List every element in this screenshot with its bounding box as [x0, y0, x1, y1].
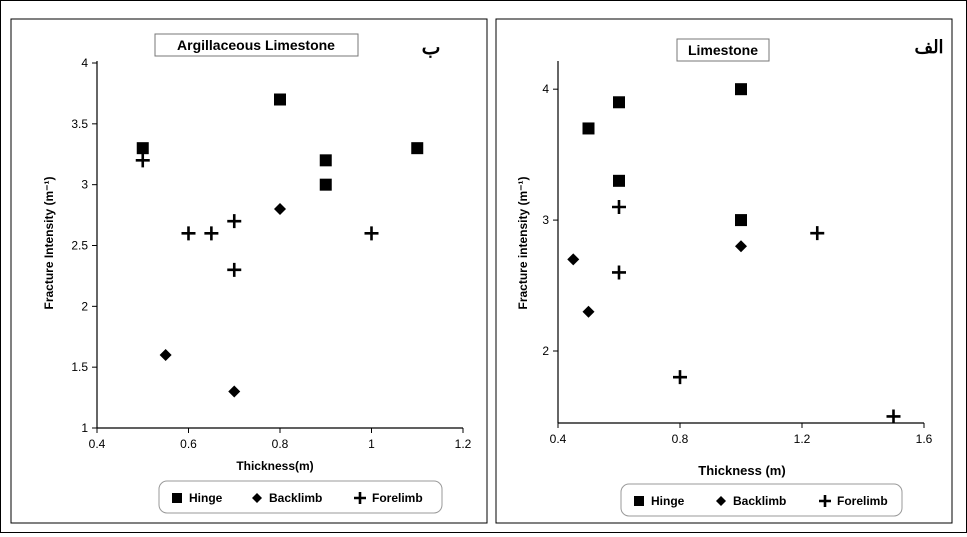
legend-box [620, 483, 903, 517]
y-tick-label: 3.5 [71, 117, 88, 131]
hinge-point [136, 142, 149, 155]
hinge-point [613, 96, 625, 109]
legend-marker-forelimb [819, 495, 831, 507]
legend-label-hinge: Hinge [189, 491, 223, 505]
panel-letter: الف [914, 37, 943, 57]
legend-label-backlimb: Backlimb [269, 491, 322, 505]
plot-area: 0.4 0.6 0.8 1 1.2 1 1.5 2 2.5 3 3.5 4 [71, 56, 471, 451]
y-axis-label: Fracture intensity (m⁻¹) [516, 176, 530, 309]
forelimb-point [135, 153, 150, 168]
y-tick-label: 2 [542, 344, 549, 358]
plot-area: 0.4 0.8 1.2 1.6 2 3 4 [542, 61, 933, 446]
panel-letter: ب [422, 37, 441, 59]
forelimb-point [204, 226, 219, 241]
y-tick-label: 3 [542, 213, 549, 227]
hinge-point [735, 83, 747, 96]
backlimb-point [228, 385, 241, 398]
backlimb-point [159, 349, 172, 361]
forelimb-point [181, 226, 196, 241]
y-tick-label: 2.5 [71, 239, 88, 253]
legend-marker-backlimb [252, 493, 262, 503]
hinge-point [735, 214, 747, 227]
y-axis-label: Fracture Intensity (m⁻¹) [42, 176, 56, 309]
legend-label-forelimb: Forelimb [837, 494, 888, 508]
x-tick-label: 0.8 [672, 432, 689, 446]
legend-marker-forelimb [354, 492, 366, 504]
chart-title: Argillaceous Limestone [177, 37, 335, 53]
legend-box [158, 480, 443, 514]
forelimb-point [364, 226, 379, 241]
legend: Hinge Backlimb Forelimb [172, 491, 423, 505]
legend-marker-backlimb [716, 496, 726, 506]
legend-label-backlimb: Backlimb [733, 494, 786, 508]
y-tick-label: 4 [81, 56, 88, 70]
x-tick-label: 0.8 [272, 437, 289, 451]
y-tick-label: 3 [81, 178, 88, 192]
legend-marker-hinge [172, 493, 182, 503]
forelimb-point [886, 409, 901, 424]
panel-argillaceous-limestone: Argillaceous Limestone ب 0.4 0.6 0.8 1 1.2 1 1… [10, 18, 488, 524]
hinge-point [319, 154, 332, 167]
backlimb-point [274, 203, 286, 215]
x-tick-label: 0.4 [550, 432, 567, 446]
y-tick-label: 2 [81, 299, 88, 313]
y-tick-label: 4 [542, 82, 549, 96]
chart-title-box [676, 38, 770, 62]
hinge-point [274, 93, 286, 106]
x-tick-label: 1.6 [916, 432, 933, 446]
forelimb-point [612, 200, 626, 214]
panel-limestone: Limestone الف 0.4 0.8 1.2 1.6 2 3 4 Thickness … [495, 18, 953, 524]
backlimb-point [567, 253, 580, 266]
hinge-point [411, 142, 424, 155]
panel-border [10, 18, 488, 524]
forelimb-point [612, 265, 626, 280]
x-tick-label: 1.2 [794, 432, 811, 446]
backlimb-point [735, 240, 747, 253]
chart-title-box [154, 33, 359, 57]
y-tick-label: 1.5 [71, 360, 88, 374]
x-tick-label: 1 [368, 437, 375, 451]
panel-border [495, 18, 953, 524]
forelimb-point [227, 262, 242, 277]
x-tick-label: 0.4 [89, 437, 106, 451]
forelimb-point [810, 226, 825, 241]
legend-label-hinge: Hinge [651, 494, 685, 508]
forelimb-point [673, 370, 687, 385]
legend-marker-hinge [634, 496, 644, 506]
hinge-point [319, 178, 332, 191]
backlimb-point [582, 305, 595, 318]
x-axis-label: Thickness (m) [698, 463, 785, 478]
legend-label-forelimb: Forelimb [372, 491, 423, 505]
hinge-point [582, 122, 595, 135]
legend: Hinge Backlimb Forelimb [634, 494, 888, 508]
y-tick-label: 1 [81, 421, 88, 435]
x-tick-label: 1.2 [455, 437, 472, 451]
forelimb-point [227, 214, 242, 229]
x-axis-label: Thickness(m) [236, 459, 313, 473]
hinge-point [613, 174, 625, 187]
x-tick-label: 0.6 [180, 437, 197, 451]
chart-title: Limestone [688, 42, 758, 58]
